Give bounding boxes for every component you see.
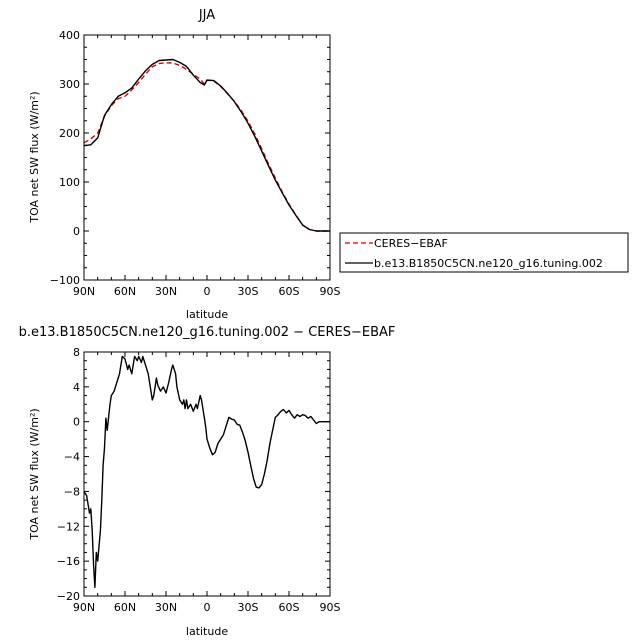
x-tick-label: 30N: [155, 285, 177, 298]
top-chart-ticks: [83, 34, 331, 281]
bottom-chart-title: b.e13.B1850C5CN.ne120_g16.tuning.002 − C…: [19, 325, 396, 340]
x-tick-label: 90S: [320, 601, 341, 614]
legend-box: [339, 232, 629, 273]
y-tick-label: 4: [73, 381, 80, 394]
legend-label-ceres: CERES−EBAF: [374, 237, 448, 250]
y-tick-label: −100: [50, 274, 80, 287]
bottom-chart-y-axis-label: TOA net SW flux (W/m²): [28, 408, 41, 540]
x-tick-label: 60N: [114, 601, 136, 614]
top-chart-lines: [83, 58, 330, 232]
x-tick-label: 0: [204, 601, 211, 614]
y-tick-label: −4: [64, 451, 80, 464]
ceres-ebaf-line: [83, 62, 330, 232]
model-line: [83, 58, 330, 232]
bottom-chart-x-axis-label: latitude: [186, 625, 228, 638]
top-chart: JJA 90N 60N 30N 0 30S 60S 90S 400 300 200 100 0 −10…: [28, 8, 341, 321]
bottom-chart: b.e13.B1850C5CN.ne120_g16.tuning.002 − C…: [19, 325, 396, 638]
x-tick-label: 60S: [279, 601, 300, 614]
y-tick-label: −16: [57, 555, 80, 568]
y-tick-label: 200: [59, 127, 80, 140]
legend-label-model: b.e13.B1850C5CN.ne120_g16.tuning.002: [374, 257, 603, 270]
bottom-chart-y-tick-labels: 8 4 0 −4 −8 −12 −16 −20: [57, 346, 80, 603]
bottom-chart-frame: [83, 351, 331, 597]
legend: CERES−EBAF b.e13.B1850C5CN.ne120_g16.tun…: [339, 232, 629, 273]
top-chart-y-axis-label: TOA net SW flux (W/m²): [28, 91, 41, 223]
y-tick-label: −8: [64, 485, 80, 498]
bottom-chart-x-tick-labels: 90N 60N 30N 0 30S 60S 90S: [73, 601, 341, 614]
top-chart-title: JJA: [198, 8, 215, 23]
top-chart-x-axis-label: latitude: [186, 308, 228, 321]
difference-line: [83, 355, 330, 588]
y-tick-label: 300: [59, 78, 80, 91]
y-tick-label: 0: [73, 416, 80, 429]
y-tick-label: −20: [57, 590, 80, 603]
x-tick-label: 90S: [320, 285, 341, 298]
y-tick-label: 0: [73, 225, 80, 238]
x-tick-label: 90N: [73, 285, 95, 298]
y-tick-label: 8: [73, 346, 80, 359]
top-chart-y-tick-labels: 400 300 200 100 0 −100: [50, 29, 80, 287]
y-tick-label: −12: [57, 520, 80, 533]
x-tick-label: 30S: [238, 285, 259, 298]
top-chart-x-tick-labels: 90N 60N 30N 0 30S 60S 90S: [73, 285, 341, 298]
bottom-chart-ticks: [83, 351, 331, 597]
x-tick-label: 90N: [73, 601, 95, 614]
x-tick-label: 60N: [114, 285, 136, 298]
x-tick-label: 30N: [155, 601, 177, 614]
x-tick-label: 0: [204, 285, 211, 298]
bottom-chart-lines: [83, 355, 330, 588]
y-tick-label: 400: [59, 29, 80, 42]
top-chart-frame: [83, 34, 331, 281]
x-tick-label: 30S: [238, 601, 259, 614]
x-tick-label: 60S: [279, 285, 300, 298]
y-tick-label: 100: [59, 176, 80, 189]
